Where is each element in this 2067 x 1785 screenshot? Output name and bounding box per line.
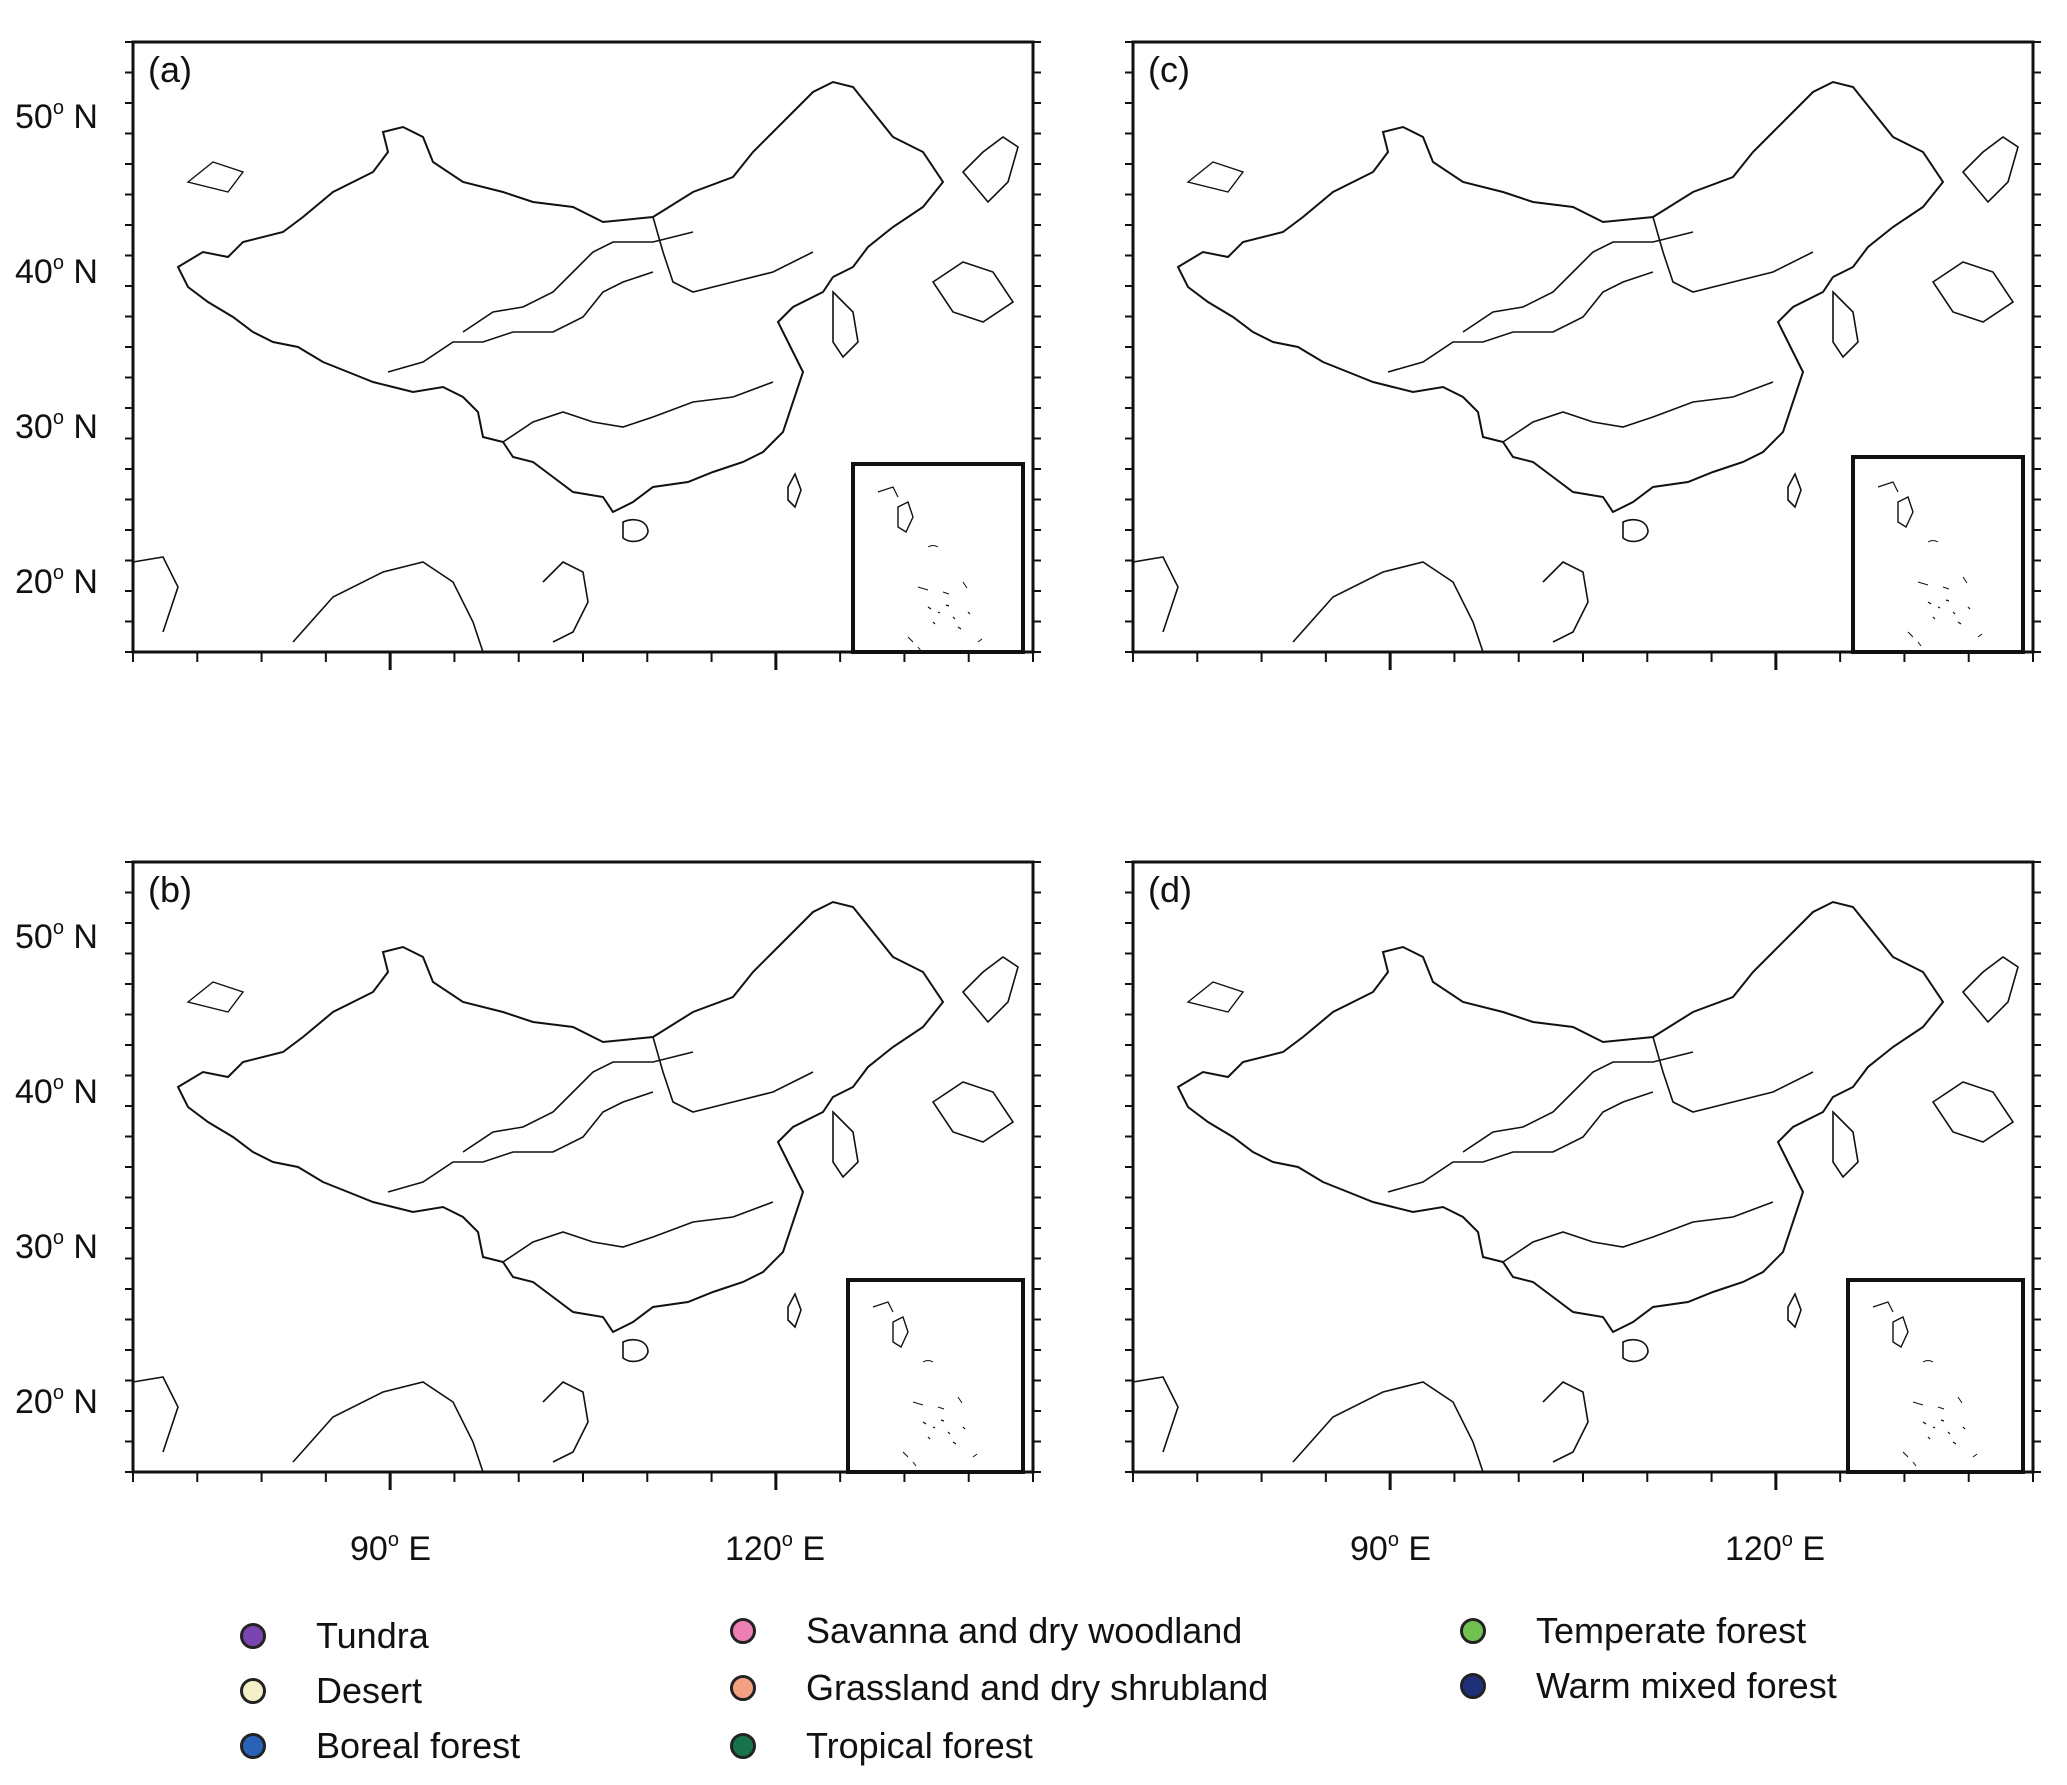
inset-box xyxy=(851,462,1025,654)
tundra-marker-icon xyxy=(240,1623,266,1649)
legend-item-boreal: Boreal forest xyxy=(240,1725,520,1767)
panel-label: (c) xyxy=(1148,49,1190,90)
legend-item-temperate: Temperate forest xyxy=(1460,1610,1806,1652)
temperate-marker-icon xyxy=(1460,1618,1486,1644)
svg-text:30o N: 30o N xyxy=(15,1227,98,1266)
legend-label: Boreal forest xyxy=(316,1725,521,1766)
panel-label: (b) xyxy=(148,869,192,910)
svg-text:40o N: 40o N xyxy=(15,252,98,291)
legend-label: Tundra xyxy=(316,1615,429,1656)
legend-item-tundra: Tundra xyxy=(240,1615,429,1657)
boreal-marker-icon xyxy=(240,1733,266,1759)
svg-text:20o N: 20o N xyxy=(15,1382,98,1421)
svg-text:90o E: 90o E xyxy=(350,1529,431,1568)
panel-label: (a) xyxy=(148,49,192,90)
axis-ticks xyxy=(125,41,2041,1490)
tropical-marker-icon xyxy=(730,1733,756,1759)
svg-text:30o N: 30o N xyxy=(15,407,98,446)
legend-label: Grassland and dry shrubland xyxy=(806,1667,1269,1708)
legend: Tundra Desert Boreal forest Savanna and … xyxy=(240,1595,1940,1785)
inset-box xyxy=(1851,455,2025,654)
legend-item-desert: Desert xyxy=(240,1670,422,1712)
svg-text:120o E: 120o E xyxy=(725,1529,825,1568)
inset-box xyxy=(846,1278,1025,1474)
legend-label: Temperate forest xyxy=(1536,1610,1807,1651)
legend-item-grassland: Grassland and dry shrubland xyxy=(730,1667,1268,1709)
lat-labels-bottom: 50o N 40o N 30o N 20o N xyxy=(15,917,98,1421)
grassland-marker-icon xyxy=(730,1675,756,1701)
savanna-marker-icon xyxy=(730,1618,756,1644)
lon-labels: 90o E 120o E 90o E 120o E xyxy=(350,1529,1825,1568)
panel-a: (a) xyxy=(131,40,1035,654)
desert-marker-icon xyxy=(240,1678,266,1704)
legend-label: Desert xyxy=(316,1670,423,1711)
legend-item-savanna: Savanna and dry woodland xyxy=(730,1610,1242,1652)
panel-b: (b) xyxy=(131,860,1035,1474)
svg-text:20o N: 20o N xyxy=(15,562,98,601)
svg-text:40o N: 40o N xyxy=(15,1072,98,1111)
svg-text:50o N: 50o N xyxy=(15,97,98,136)
legend-item-tropical: Tropical forest xyxy=(730,1725,1033,1767)
svg-text:120o E: 120o E xyxy=(1725,1529,1825,1568)
svg-text:50o N: 50o N xyxy=(15,917,98,956)
legend-label: Tropical forest xyxy=(806,1725,1033,1766)
panel-c: (c) xyxy=(1131,40,2035,654)
legend-label: Savanna and dry woodland xyxy=(806,1610,1243,1651)
panel-label: (d) xyxy=(1148,869,1192,910)
panel-d: (d) xyxy=(1131,860,2035,1474)
legend-item-warm: Warm mixed forest xyxy=(1460,1665,1837,1707)
svg-text:90o E: 90o E xyxy=(1350,1529,1431,1568)
lat-labels-top: 50o N 40o N 30o N 20o N xyxy=(15,97,98,601)
legend-label: Warm mixed forest xyxy=(1536,1665,1837,1706)
warm-marker-icon xyxy=(1460,1673,1486,1699)
inset-box xyxy=(1846,1278,2025,1474)
